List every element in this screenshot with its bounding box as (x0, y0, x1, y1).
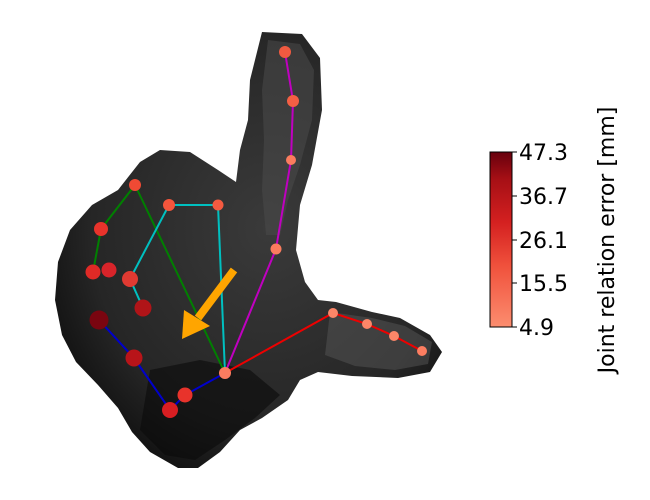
joint-cyan-2 (163, 199, 175, 211)
joint-magenta-3 (287, 95, 299, 107)
joint-red-3 (389, 331, 399, 341)
green-finger-bones (92, 183, 226, 374)
joint-red-2 (362, 319, 372, 329)
joint-magenta-1 (270, 243, 282, 255)
arrow-down-left-icon (182, 267, 238, 339)
colorbar-title: Joint relation error [mm] (595, 107, 620, 376)
joint-thumb-1 (177, 387, 193, 403)
colorbar: 47.3 36.7 26.1 15.5 4.9 Joint relation e… (489, 107, 620, 376)
joint-cyan-4 (134, 299, 152, 317)
colorbar-tick-label: 47.3 (519, 141, 568, 166)
colorbar-ticks (512, 151, 517, 328)
joint-green-4 (101, 262, 117, 278)
joint-cyan-3 (122, 271, 138, 287)
pinky-finger-shade (325, 312, 432, 370)
joint-wrist (219, 367, 231, 379)
colorbar-tick-label: 15.5 (519, 272, 568, 297)
colorbar-tick-label: 26.1 (519, 229, 568, 254)
palm-dark-shade (140, 360, 280, 460)
colorbar-tick-label: 36.7 (519, 185, 568, 210)
joint-magenta-4 (279, 46, 291, 58)
joint-green-1 (129, 179, 141, 191)
skeleton-joints (85, 46, 427, 418)
joint-magenta-2 (286, 155, 296, 165)
joint-cyan-1 (212, 199, 224, 211)
joint-red-4 (417, 346, 427, 356)
depth-map-hand (55, 32, 442, 468)
joint-red-1 (328, 308, 338, 318)
joint-thumb-4 (89, 310, 109, 330)
joint-thumb-3 (125, 349, 143, 367)
joint-green-3 (85, 264, 101, 280)
index-finger-shade (262, 40, 314, 235)
colorbar-tick-label: 4.9 (519, 316, 554, 341)
colorbar-gradient (489, 151, 513, 328)
joint-thumb-2 (162, 402, 178, 418)
joint-green-2 (94, 222, 108, 236)
